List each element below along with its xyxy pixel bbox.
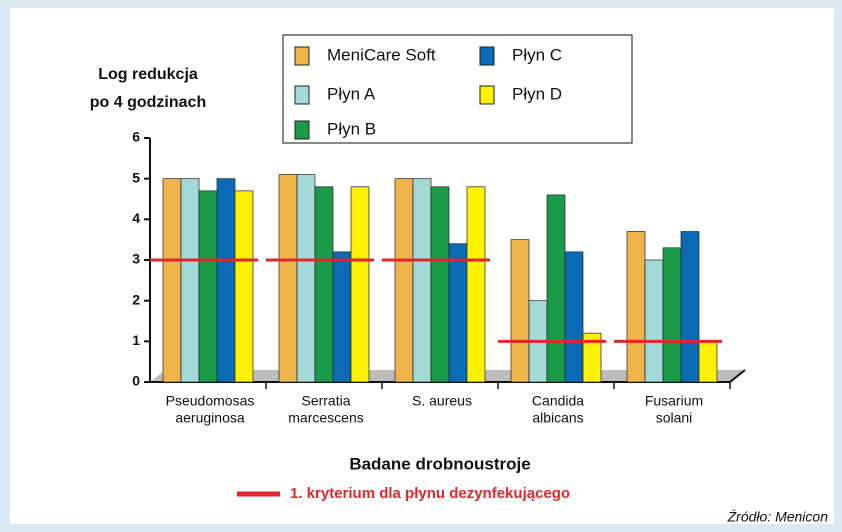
legend-swatch — [294, 85, 310, 105]
bar — [216, 178, 236, 383]
bar — [412, 178, 432, 383]
bar — [296, 174, 316, 383]
legend-swatch — [294, 46, 310, 66]
y-axis-title: po 4 godzinach — [90, 94, 206, 111]
bar — [582, 332, 602, 383]
x-tick-label: Pseudomosas — [166, 393, 255, 409]
bar — [626, 231, 646, 383]
bar — [234, 190, 254, 383]
bar — [314, 186, 334, 383]
y-tick-label: 4 — [132, 210, 140, 226]
legend-label: Płyn A — [327, 84, 376, 103]
x-tick-label: Serratia — [301, 393, 350, 409]
x-axis-title: Badane drobnoustroje — [349, 454, 530, 473]
bar — [680, 231, 700, 383]
y-axis-title: Log redukcja — [98, 66, 198, 83]
legend-label: MeniCare Soft — [327, 45, 436, 64]
bar — [662, 247, 682, 383]
legend-label: Płyn C — [512, 45, 562, 64]
y-tick-label: 0 — [132, 373, 140, 389]
source: Źródło: Menicon — [727, 509, 829, 525]
bar — [546, 194, 566, 383]
x-tick-label: solani — [656, 410, 693, 426]
legend-label: Płyn D — [512, 84, 562, 103]
x-tick-label: Fusarium — [645, 393, 703, 409]
bar — [698, 340, 718, 383]
y-tick-label: 2 — [132, 291, 140, 307]
legend-label: Płyn B — [327, 119, 376, 138]
bar — [510, 239, 530, 383]
bar — [394, 178, 414, 383]
bar — [198, 190, 218, 383]
x-tick-label: S. aureus — [412, 393, 472, 409]
bar — [466, 186, 486, 383]
y-tick-label: 3 — [132, 251, 140, 267]
bar — [350, 186, 370, 383]
legend-swatch — [479, 46, 495, 66]
bar — [332, 251, 352, 383]
x-tick-label: albicans — [532, 410, 583, 426]
bar — [180, 178, 200, 383]
y-tick-label: 5 — [132, 169, 140, 185]
bar — [278, 174, 298, 383]
y-tick-label: 6 — [132, 129, 140, 145]
legend — [282, 34, 633, 144]
bar — [564, 251, 584, 383]
legend-swatch — [294, 120, 310, 140]
bar — [430, 186, 450, 383]
x-tick-label: aeruginosa — [175, 410, 244, 426]
x-tick-label: Candida — [532, 393, 584, 409]
y-tick-label: 1 — [132, 332, 140, 348]
bar — [448, 243, 468, 383]
legend-swatch — [479, 85, 495, 105]
bar — [162, 178, 182, 383]
criterion-legend-label: 1. kryterium dla płynu dezynfekującego — [290, 485, 570, 502]
x-tick-label: marcescens — [288, 410, 363, 426]
bar — [644, 259, 664, 383]
